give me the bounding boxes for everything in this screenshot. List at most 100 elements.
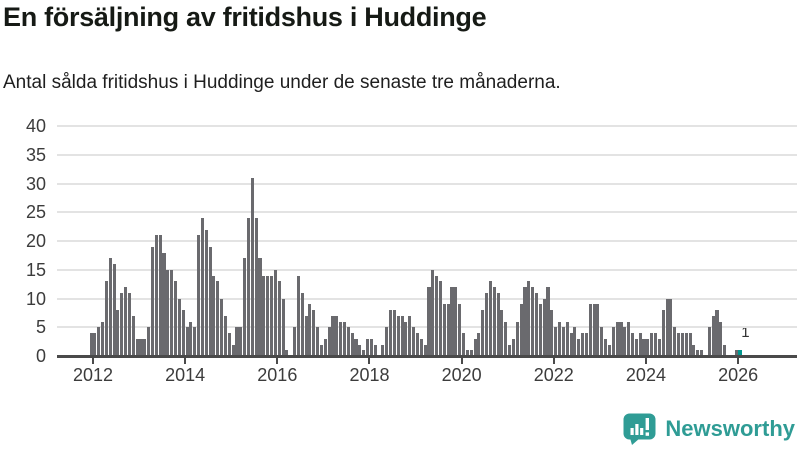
bar <box>308 304 312 356</box>
bar <box>642 338 646 356</box>
bar <box>680 333 684 356</box>
bar <box>615 321 619 356</box>
gridline <box>57 125 797 127</box>
bar <box>339 321 343 356</box>
gridline <box>57 268 797 271</box>
bar <box>158 235 162 356</box>
bar <box>300 292 304 356</box>
x-axis-tick <box>644 357 647 364</box>
bar <box>554 327 558 356</box>
bar <box>400 315 404 356</box>
x-axis-tick <box>460 357 463 364</box>
bar <box>254 218 258 356</box>
x-axis-tick-label: 2026 <box>718 365 759 385</box>
bar <box>150 246 155 356</box>
bar <box>423 344 427 356</box>
gridline <box>57 182 797 185</box>
y-axis-tick-label: 30 <box>25 173 46 194</box>
bar <box>485 292 489 356</box>
x-axis-tick-label: 2014 <box>165 365 206 385</box>
bar <box>396 315 400 356</box>
bar <box>381 344 385 356</box>
bar <box>611 327 615 356</box>
y-axis-tick-label: 0 <box>35 346 46 366</box>
bar <box>458 304 462 356</box>
bar <box>596 304 600 356</box>
x-axis-tick-label: 2024 <box>625 365 666 385</box>
bar <box>511 338 515 356</box>
bar <box>573 327 577 356</box>
bar <box>550 310 554 356</box>
x-axis-tick-label: 2016 <box>257 365 298 385</box>
bar <box>200 218 204 356</box>
bar <box>488 281 492 356</box>
gridline <box>57 153 797 156</box>
bar <box>212 275 216 356</box>
bar <box>258 258 262 356</box>
bar <box>392 310 396 356</box>
bar-chart: 1 0 5 10 15 20 25 30 35 40 2012 2014 2016 2018 2020 20… <box>25 116 797 385</box>
bar <box>623 327 627 356</box>
newsworthy-logo[interactable]: Newsworthy <box>623 412 795 446</box>
bar <box>584 333 588 356</box>
bar <box>569 333 573 356</box>
bar <box>565 321 569 356</box>
bar <box>208 246 212 356</box>
bar <box>335 315 339 356</box>
x-axis-tick-label: 2012 <box>72 365 114 385</box>
bar <box>269 275 274 356</box>
bar <box>661 310 665 356</box>
bar <box>630 333 635 356</box>
gridline <box>57 240 797 242</box>
gridline <box>57 297 797 300</box>
bar <box>204 229 208 356</box>
bar <box>692 344 696 356</box>
bar <box>304 315 308 356</box>
bar <box>97 327 101 356</box>
bar <box>104 281 108 356</box>
bar <box>281 298 285 356</box>
y-axis-tick-label: 35 <box>25 144 46 165</box>
x-axis-tick-label: 2022 <box>533 365 574 385</box>
bar <box>250 177 254 356</box>
bar <box>546 287 550 356</box>
bar <box>696 350 700 356</box>
bar <box>577 338 581 356</box>
bar <box>162 252 166 356</box>
bar <box>734 350 738 356</box>
bar <box>262 275 266 356</box>
bar <box>181 310 185 356</box>
bar <box>435 275 439 356</box>
bar <box>707 327 711 356</box>
bar <box>607 344 611 356</box>
x-axis-line <box>57 355 797 358</box>
last-value-annotation: 1 <box>741 324 750 342</box>
gridline <box>57 326 797 329</box>
bar <box>557 321 562 356</box>
bar <box>427 287 431 356</box>
bar <box>231 344 235 356</box>
bar <box>454 287 458 356</box>
bar <box>442 304 446 356</box>
bar <box>350 333 354 356</box>
y-axis-tick-label: 5 <box>35 317 46 338</box>
x-axis-tick-label: 2020 <box>441 365 482 385</box>
bar <box>461 333 466 356</box>
bar <box>342 321 347 356</box>
bar <box>561 327 565 356</box>
bar <box>419 338 423 356</box>
bar <box>634 338 638 356</box>
bar <box>534 292 539 356</box>
bar <box>331 315 335 356</box>
bar <box>220 298 224 356</box>
bar <box>285 350 289 356</box>
bar <box>170 269 174 356</box>
bar <box>127 292 131 356</box>
bar <box>508 344 512 356</box>
bar <box>319 344 323 356</box>
bar <box>147 327 151 356</box>
bar <box>131 315 135 356</box>
bar <box>346 327 350 356</box>
bar-highlighted <box>738 350 742 356</box>
